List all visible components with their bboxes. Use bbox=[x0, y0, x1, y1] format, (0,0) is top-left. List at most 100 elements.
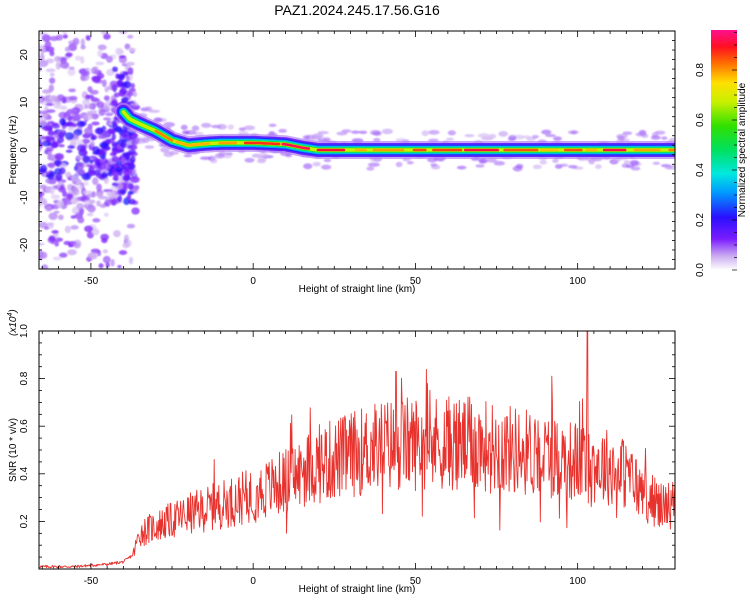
heatmap-cell bbox=[447, 130, 456, 136]
heatmap-cell bbox=[62, 201, 73, 205]
heatmap-cell bbox=[144, 145, 155, 149]
heatmap-cell bbox=[105, 196, 110, 201]
heatmap-cell bbox=[464, 134, 475, 138]
heatmap-cell bbox=[118, 89, 126, 97]
heatmap-cell bbox=[617, 135, 625, 141]
heatmap-cell bbox=[128, 198, 136, 205]
heatmap-cell bbox=[74, 139, 84, 146]
heatmap-cell bbox=[406, 161, 414, 165]
heatmap-cell bbox=[88, 199, 96, 204]
heatmap-cell bbox=[91, 113, 99, 120]
heatmap-cell bbox=[103, 117, 111, 121]
heatmap-cell bbox=[381, 128, 394, 135]
snr-x-tick-label: -50 bbox=[84, 576, 99, 587]
heatmap-cell bbox=[76, 162, 85, 171]
heatmap-cell bbox=[87, 252, 98, 260]
colorbar-tick-label: 0.6 bbox=[695, 113, 706, 127]
snr-panel: -50 0 50 100 0.2 0.4 0.6 0.8 1.0 Height of stra… bbox=[7, 309, 676, 595]
snr-y-label: SNR (10 * v/v) bbox=[8, 418, 19, 482]
heatmap-cell bbox=[70, 225, 79, 230]
snr-y-tick-label: 1.0 bbox=[19, 324, 30, 338]
heatmap-cell bbox=[44, 226, 49, 230]
spectrogram-heatmap bbox=[39, 31, 675, 269]
heatmap-cell bbox=[59, 117, 67, 126]
heatmap-cell bbox=[544, 134, 556, 138]
heatmap-cell bbox=[122, 242, 130, 249]
heatmap-cell bbox=[44, 40, 52, 49]
snr-series-line bbox=[39, 331, 675, 569]
heatmap-cell bbox=[117, 73, 125, 80]
heatmap-cell bbox=[65, 149, 73, 153]
heatmap-cell bbox=[595, 164, 602, 170]
heatmap-cell bbox=[129, 102, 140, 106]
heatmap-cell bbox=[63, 34, 68, 39]
heatmap-cell bbox=[82, 99, 91, 106]
heatmap-cell bbox=[135, 137, 146, 141]
heatmap-cell bbox=[92, 146, 100, 154]
heatmap-cell bbox=[39, 98, 43, 103]
heatmap-cell bbox=[128, 149, 136, 155]
heatmap-cell bbox=[39, 110, 48, 115]
heatmap-cell bbox=[90, 140, 95, 147]
heatmap-cell bbox=[87, 86, 93, 93]
heatmap-cell bbox=[350, 130, 361, 134]
heatmap-cell bbox=[75, 212, 81, 220]
heatmap-cell bbox=[65, 121, 74, 127]
heatmap-cell bbox=[118, 50, 125, 54]
snr-y-tick-label: 0.6 bbox=[19, 419, 30, 433]
heatmap-cell bbox=[191, 125, 200, 131]
heatmap-cell bbox=[58, 214, 64, 220]
heatmap-cell bbox=[58, 131, 65, 139]
heatmap-cell bbox=[532, 164, 542, 170]
heatmap-cell bbox=[106, 55, 113, 63]
heatmap-cell bbox=[92, 177, 99, 186]
heatmap-cell bbox=[45, 146, 54, 152]
heatmap-cell bbox=[88, 103, 94, 110]
heatmap-cell bbox=[199, 156, 212, 160]
heatmap-cell bbox=[71, 174, 79, 182]
heatmap-cell bbox=[96, 183, 102, 192]
heatmap-cell bbox=[105, 146, 111, 151]
heatmap-cell bbox=[84, 173, 90, 179]
heatmap-cell bbox=[321, 164, 332, 170]
heatmap-cell bbox=[99, 159, 106, 163]
heatmap-cell bbox=[86, 213, 94, 217]
heatmap-cell bbox=[103, 33, 111, 40]
heatmap-cell bbox=[130, 83, 135, 89]
heatmap-cell bbox=[41, 101, 47, 106]
heatmap-cell bbox=[111, 133, 116, 141]
heatmap-cell bbox=[93, 169, 101, 176]
snr-x-axis: -50 0 50 100 bbox=[41, 331, 676, 587]
heatmap-cell bbox=[99, 142, 108, 149]
heatmap-cell bbox=[53, 159, 62, 166]
heatmap-cell bbox=[121, 156, 127, 164]
heatmap-cell bbox=[71, 186, 79, 195]
heatmap-cell bbox=[39, 138, 42, 145]
heatmap-cell bbox=[80, 44, 86, 50]
heatmap-cell bbox=[128, 87, 136, 93]
heatmap-cell bbox=[54, 55, 61, 63]
heatmap-cell bbox=[44, 125, 50, 132]
heatmap-cell bbox=[64, 46, 71, 52]
heatmap-cell bbox=[74, 55, 82, 61]
heatmap-cell bbox=[97, 135, 107, 140]
heatmap-cell bbox=[84, 225, 94, 233]
heatmap-cell bbox=[122, 184, 128, 192]
heatmap-cell bbox=[216, 123, 227, 130]
heatmap-cell bbox=[127, 67, 134, 74]
spectrogram-y-tick-label: 20 bbox=[19, 49, 30, 61]
heatmap-cell bbox=[62, 190, 68, 198]
heatmap-cell bbox=[323, 158, 332, 163]
heatmap-cell bbox=[428, 130, 440, 135]
colorbar: 0.0 0.2 0.4 0.6 0.8 Normalized spectral ampl… bbox=[695, 30, 748, 277]
heatmap-cell bbox=[127, 47, 137, 52]
heatmap-cell bbox=[456, 165, 467, 170]
heatmap-cell bbox=[65, 52, 73, 58]
heatmap-cell bbox=[630, 166, 641, 171]
heatmap-cell bbox=[81, 138, 91, 144]
heatmap-cell bbox=[121, 82, 128, 88]
heatmap-cell bbox=[128, 162, 136, 170]
heatmap-cell bbox=[336, 131, 348, 136]
heatmap-cell bbox=[45, 206, 52, 212]
